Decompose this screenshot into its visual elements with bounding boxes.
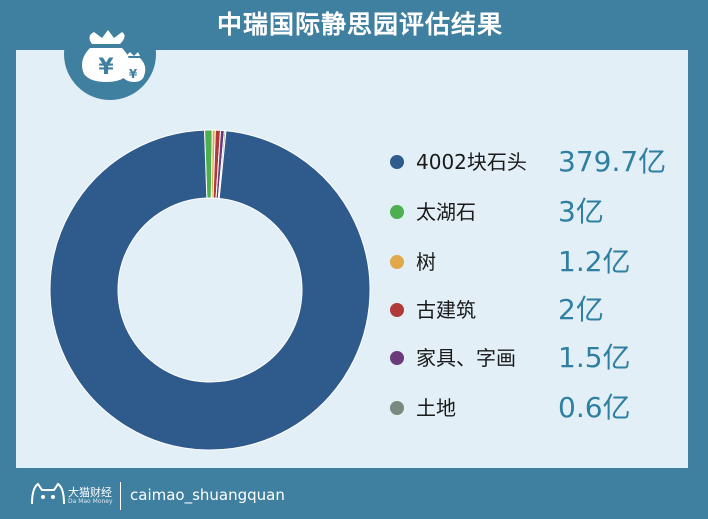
yen-symbol: ¥ bbox=[98, 55, 114, 80]
money-bag-icon: ¥ ¥ bbox=[82, 30, 146, 82]
footer-handle: caimao_shuangquan bbox=[130, 486, 285, 504]
legend-label: 古建筑 bbox=[416, 298, 476, 322]
legend-value: 379.7亿 bbox=[558, 145, 667, 178]
legend-marker bbox=[390, 155, 404, 169]
legend-value: 1.2亿 bbox=[558, 245, 631, 278]
slice-0 bbox=[49, 129, 371, 451]
legend-marker bbox=[390, 303, 404, 317]
legend-marker bbox=[390, 205, 404, 219]
left-border bbox=[0, 50, 16, 470]
cat-icon bbox=[31, 482, 65, 505]
legend-label: 家具、字画 bbox=[416, 346, 516, 370]
legend-label: 4002块石头 bbox=[416, 150, 527, 174]
footer-brand-sub: Da Mao Money bbox=[68, 498, 113, 505]
legend-value: 0.6亿 bbox=[558, 391, 631, 424]
legend-value: 1.5亿 bbox=[558, 341, 631, 374]
donut-chart bbox=[49, 129, 371, 451]
logo-badge: ¥ ¥ bbox=[64, 8, 156, 100]
legend-marker bbox=[390, 255, 404, 269]
legend-marker bbox=[390, 351, 404, 365]
footer-bar bbox=[0, 468, 708, 519]
legend-value: 3亿 bbox=[558, 195, 604, 228]
page-title: 中瑞国际静思园评估结果 bbox=[216, 10, 503, 39]
legend-label: 土地 bbox=[416, 396, 456, 420]
footer-divider bbox=[120, 482, 121, 510]
right-border bbox=[688, 0, 708, 470]
legend-marker bbox=[390, 401, 404, 415]
legend-value: 2亿 bbox=[558, 293, 604, 326]
footer-brand: 大猫财经 bbox=[68, 486, 112, 499]
legend-label: 树 bbox=[416, 250, 436, 274]
svg-text:¥: ¥ bbox=[129, 67, 138, 81]
legend-label: 太湖石 bbox=[416, 200, 476, 224]
